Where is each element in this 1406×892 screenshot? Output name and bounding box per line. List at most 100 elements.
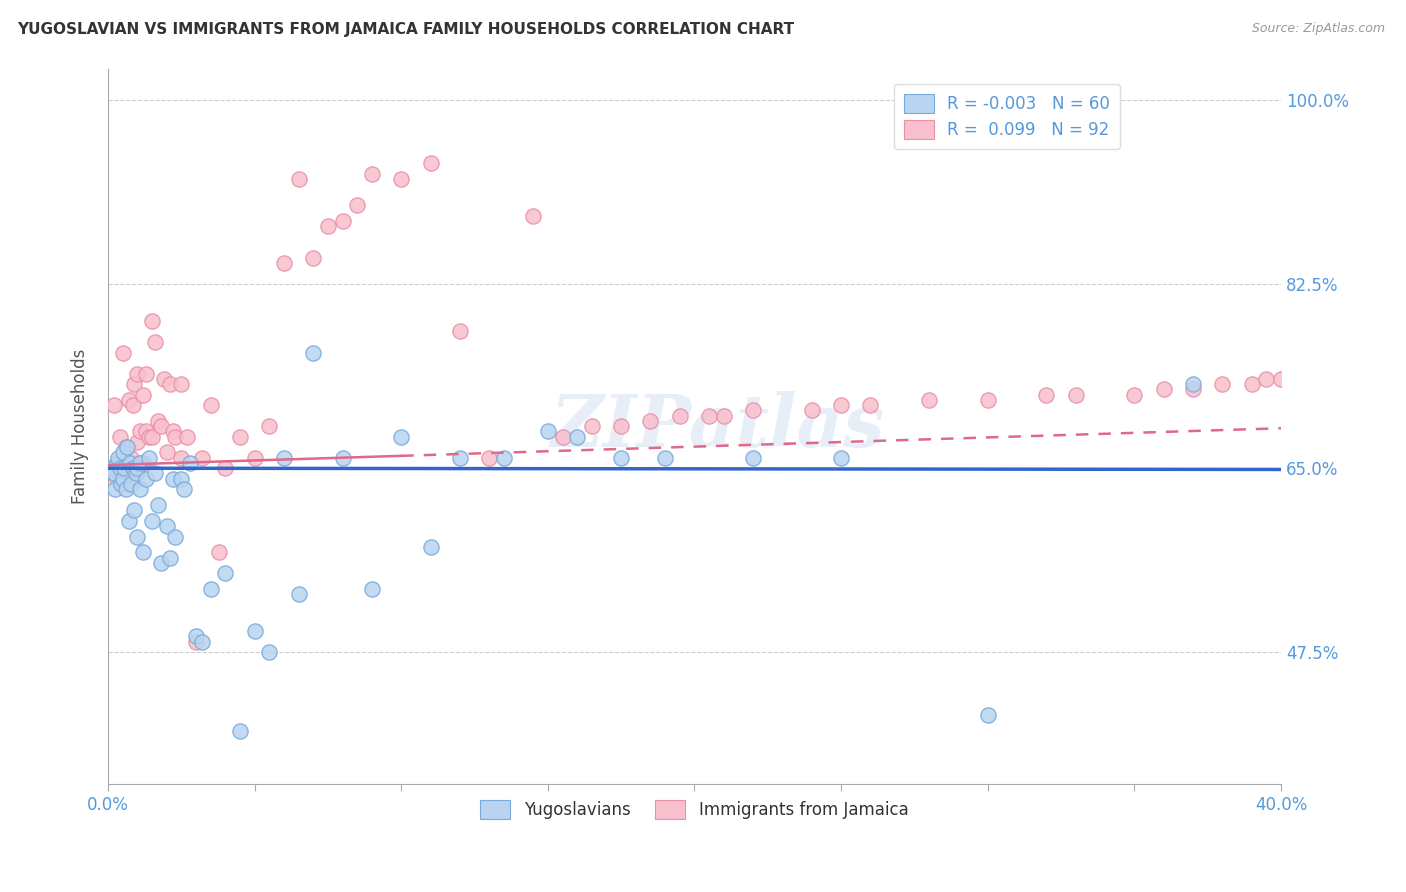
Point <box>918 392 941 407</box>
Y-axis label: Family Households: Family Households <box>72 349 89 504</box>
Point <box>108 461 131 475</box>
Point <box>141 430 163 444</box>
Point <box>302 345 325 359</box>
Point <box>129 456 152 470</box>
Point <box>114 482 136 496</box>
Point <box>243 450 266 465</box>
Point <box>697 409 720 423</box>
Point <box>742 403 765 417</box>
Point <box>742 450 765 465</box>
Point <box>551 430 574 444</box>
Point <box>114 461 136 475</box>
Point <box>114 440 136 454</box>
Point <box>713 409 735 423</box>
Point <box>127 467 149 481</box>
Point <box>1358 461 1381 475</box>
Point <box>1313 361 1336 376</box>
Point <box>1035 387 1057 401</box>
Point <box>104 482 127 496</box>
Point <box>287 172 309 186</box>
Point <box>449 450 471 465</box>
Point <box>127 530 149 544</box>
Point <box>138 450 160 465</box>
Point <box>567 430 589 444</box>
Point <box>1270 372 1292 386</box>
Point <box>332 450 354 465</box>
Point <box>127 461 149 475</box>
Point <box>1343 356 1365 370</box>
Point <box>346 198 368 212</box>
Point <box>165 530 187 544</box>
Point <box>108 430 131 444</box>
Text: ZIPatlas: ZIPatlas <box>551 391 884 462</box>
Text: Source: ZipAtlas.com: Source: ZipAtlas.com <box>1251 22 1385 36</box>
Point <box>1211 377 1233 392</box>
Point <box>170 450 193 465</box>
Point <box>859 398 882 412</box>
Point <box>977 392 1000 407</box>
Point <box>141 314 163 328</box>
Point <box>1181 382 1204 396</box>
Point <box>229 430 252 444</box>
Point <box>419 156 441 170</box>
Point <box>287 587 309 601</box>
Point <box>159 550 181 565</box>
Point <box>170 377 193 392</box>
Point <box>143 467 166 481</box>
Point <box>389 172 412 186</box>
Point <box>149 556 172 570</box>
Point <box>124 377 146 392</box>
Point <box>103 467 125 481</box>
Point <box>112 461 135 475</box>
Point <box>100 461 122 475</box>
Point <box>132 545 155 559</box>
Point <box>135 367 157 381</box>
Point <box>110 477 132 491</box>
Point <box>640 414 662 428</box>
Point <box>1402 445 1406 459</box>
Point <box>118 456 141 470</box>
Point <box>184 634 207 648</box>
Point <box>259 419 281 434</box>
Point <box>111 345 134 359</box>
Point <box>129 425 152 439</box>
Point <box>610 419 633 434</box>
Point <box>389 430 412 444</box>
Point <box>669 409 692 423</box>
Point <box>581 419 603 434</box>
Point <box>478 450 501 465</box>
Point <box>108 467 131 481</box>
Point <box>111 461 134 475</box>
Point <box>176 430 198 444</box>
Point <box>492 450 515 465</box>
Point <box>138 430 160 444</box>
Point <box>273 256 295 270</box>
Point <box>124 503 146 517</box>
Point <box>302 251 325 265</box>
Point <box>127 434 149 449</box>
Point <box>170 472 193 486</box>
Point <box>214 461 236 475</box>
Point <box>449 325 471 339</box>
Point <box>141 514 163 528</box>
Point <box>149 419 172 434</box>
Point <box>1386 450 1406 465</box>
Point <box>111 472 134 486</box>
Point <box>273 450 295 465</box>
Point <box>184 630 207 644</box>
Point <box>1181 377 1204 392</box>
Point <box>332 214 354 228</box>
Point <box>191 634 214 648</box>
Point <box>159 377 181 392</box>
Point <box>101 461 124 475</box>
Point <box>129 482 152 496</box>
Point <box>125 467 148 481</box>
Point <box>214 566 236 581</box>
Point <box>259 645 281 659</box>
Point <box>122 461 145 475</box>
Point <box>173 482 195 496</box>
Point <box>117 477 139 491</box>
Point <box>1299 367 1322 381</box>
Point <box>115 440 138 454</box>
Point <box>610 450 633 465</box>
